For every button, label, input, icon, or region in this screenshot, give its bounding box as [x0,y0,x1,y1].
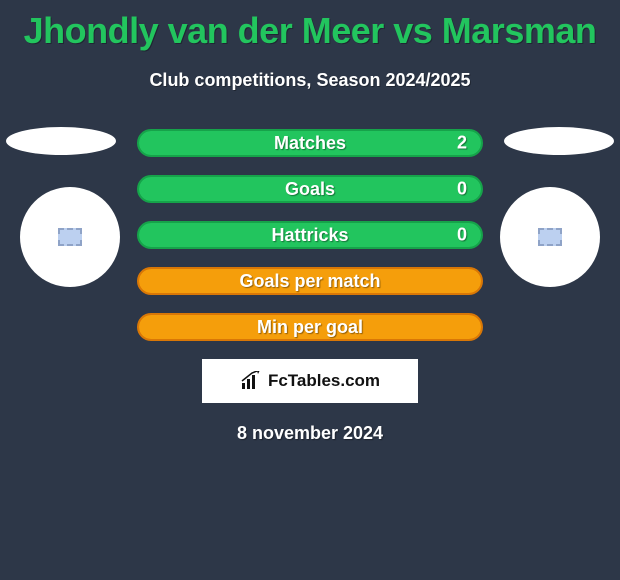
stat-bar: Goals per match [137,267,483,295]
stat-label: Min per goal [257,317,363,338]
stat-bar: Matches 2 [137,129,483,157]
name-pill-left [6,127,116,155]
stat-value-right: 2 [457,133,467,154]
comparison-panel: Matches 2 Goals 0 Hattricks 0 Goals per match M… [0,129,620,444]
avatar-left [20,187,120,287]
stat-label: Matches [274,133,346,154]
avatar-right [500,187,600,287]
avatar-placeholder-icon [538,228,562,246]
source-logo: FcTables.com [202,359,418,403]
stat-bar: Min per goal [137,313,483,341]
stat-value-right: 0 [457,225,467,246]
stat-label: Goals per match [239,271,380,292]
logo-text: FcTables.com [268,371,380,391]
stat-value-right: 0 [457,179,467,200]
stat-bar: Goals 0 [137,175,483,203]
chart-icon [240,371,264,391]
subtitle: Club competitions, Season 2024/2025 [0,70,620,91]
stat-label: Hattricks [271,225,348,246]
stat-label: Goals [285,179,335,200]
date-label: 8 november 2024 [0,423,620,444]
stat-bar: Hattricks 0 [137,221,483,249]
name-pill-right [504,127,614,155]
stat-bars: Matches 2 Goals 0 Hattricks 0 Goals per match M… [137,129,483,341]
page-title: Jhondly van der Meer vs Marsman [0,0,620,52]
avatar-placeholder-icon [58,228,82,246]
